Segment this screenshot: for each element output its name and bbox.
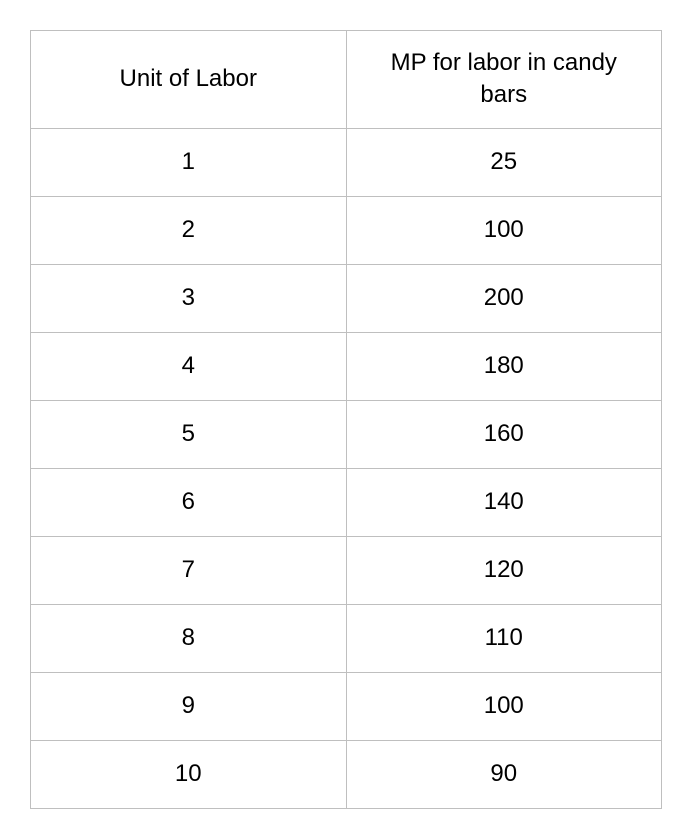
cell-mp: 180 (346, 332, 662, 400)
cell-unit: 8 (31, 604, 347, 672)
cell-unit: 4 (31, 332, 347, 400)
cell-mp: 140 (346, 468, 662, 536)
cell-unit: 9 (31, 672, 347, 740)
cell-mp: 160 (346, 400, 662, 468)
cell-unit: 6 (31, 468, 347, 536)
table-row: 10 90 (31, 740, 662, 808)
cell-mp: 110 (346, 604, 662, 672)
cell-unit: 3 (31, 264, 347, 332)
table-row: 3 200 (31, 264, 662, 332)
table-body: 1 25 2 100 3 200 4 180 5 160 6 140 7 120… (31, 128, 662, 808)
cell-mp: 25 (346, 128, 662, 196)
table-row: 5 160 (31, 400, 662, 468)
cell-unit: 1 (31, 128, 347, 196)
table-row: 2 100 (31, 196, 662, 264)
table-row: 8 110 (31, 604, 662, 672)
cell-unit: 5 (31, 400, 347, 468)
cell-mp: 90 (346, 740, 662, 808)
cell-mp: 100 (346, 196, 662, 264)
table-row: 4 180 (31, 332, 662, 400)
table-header-row: Unit of Labor MP for labor in candy bars (31, 31, 662, 129)
labor-mp-table: Unit of Labor MP for labor in candy bars… (30, 30, 662, 809)
cell-mp: 120 (346, 536, 662, 604)
table-row: 6 140 (31, 468, 662, 536)
cell-mp: 100 (346, 672, 662, 740)
table-row: 7 120 (31, 536, 662, 604)
table-row: 9 100 (31, 672, 662, 740)
cell-unit: 7 (31, 536, 347, 604)
column-header-unit-of-labor: Unit of Labor (31, 31, 347, 129)
cell-unit: 2 (31, 196, 347, 264)
table-row: 1 25 (31, 128, 662, 196)
cell-unit: 10 (31, 740, 347, 808)
cell-mp: 200 (346, 264, 662, 332)
column-header-mp-candy-bars: MP for labor in candy bars (346, 31, 662, 129)
